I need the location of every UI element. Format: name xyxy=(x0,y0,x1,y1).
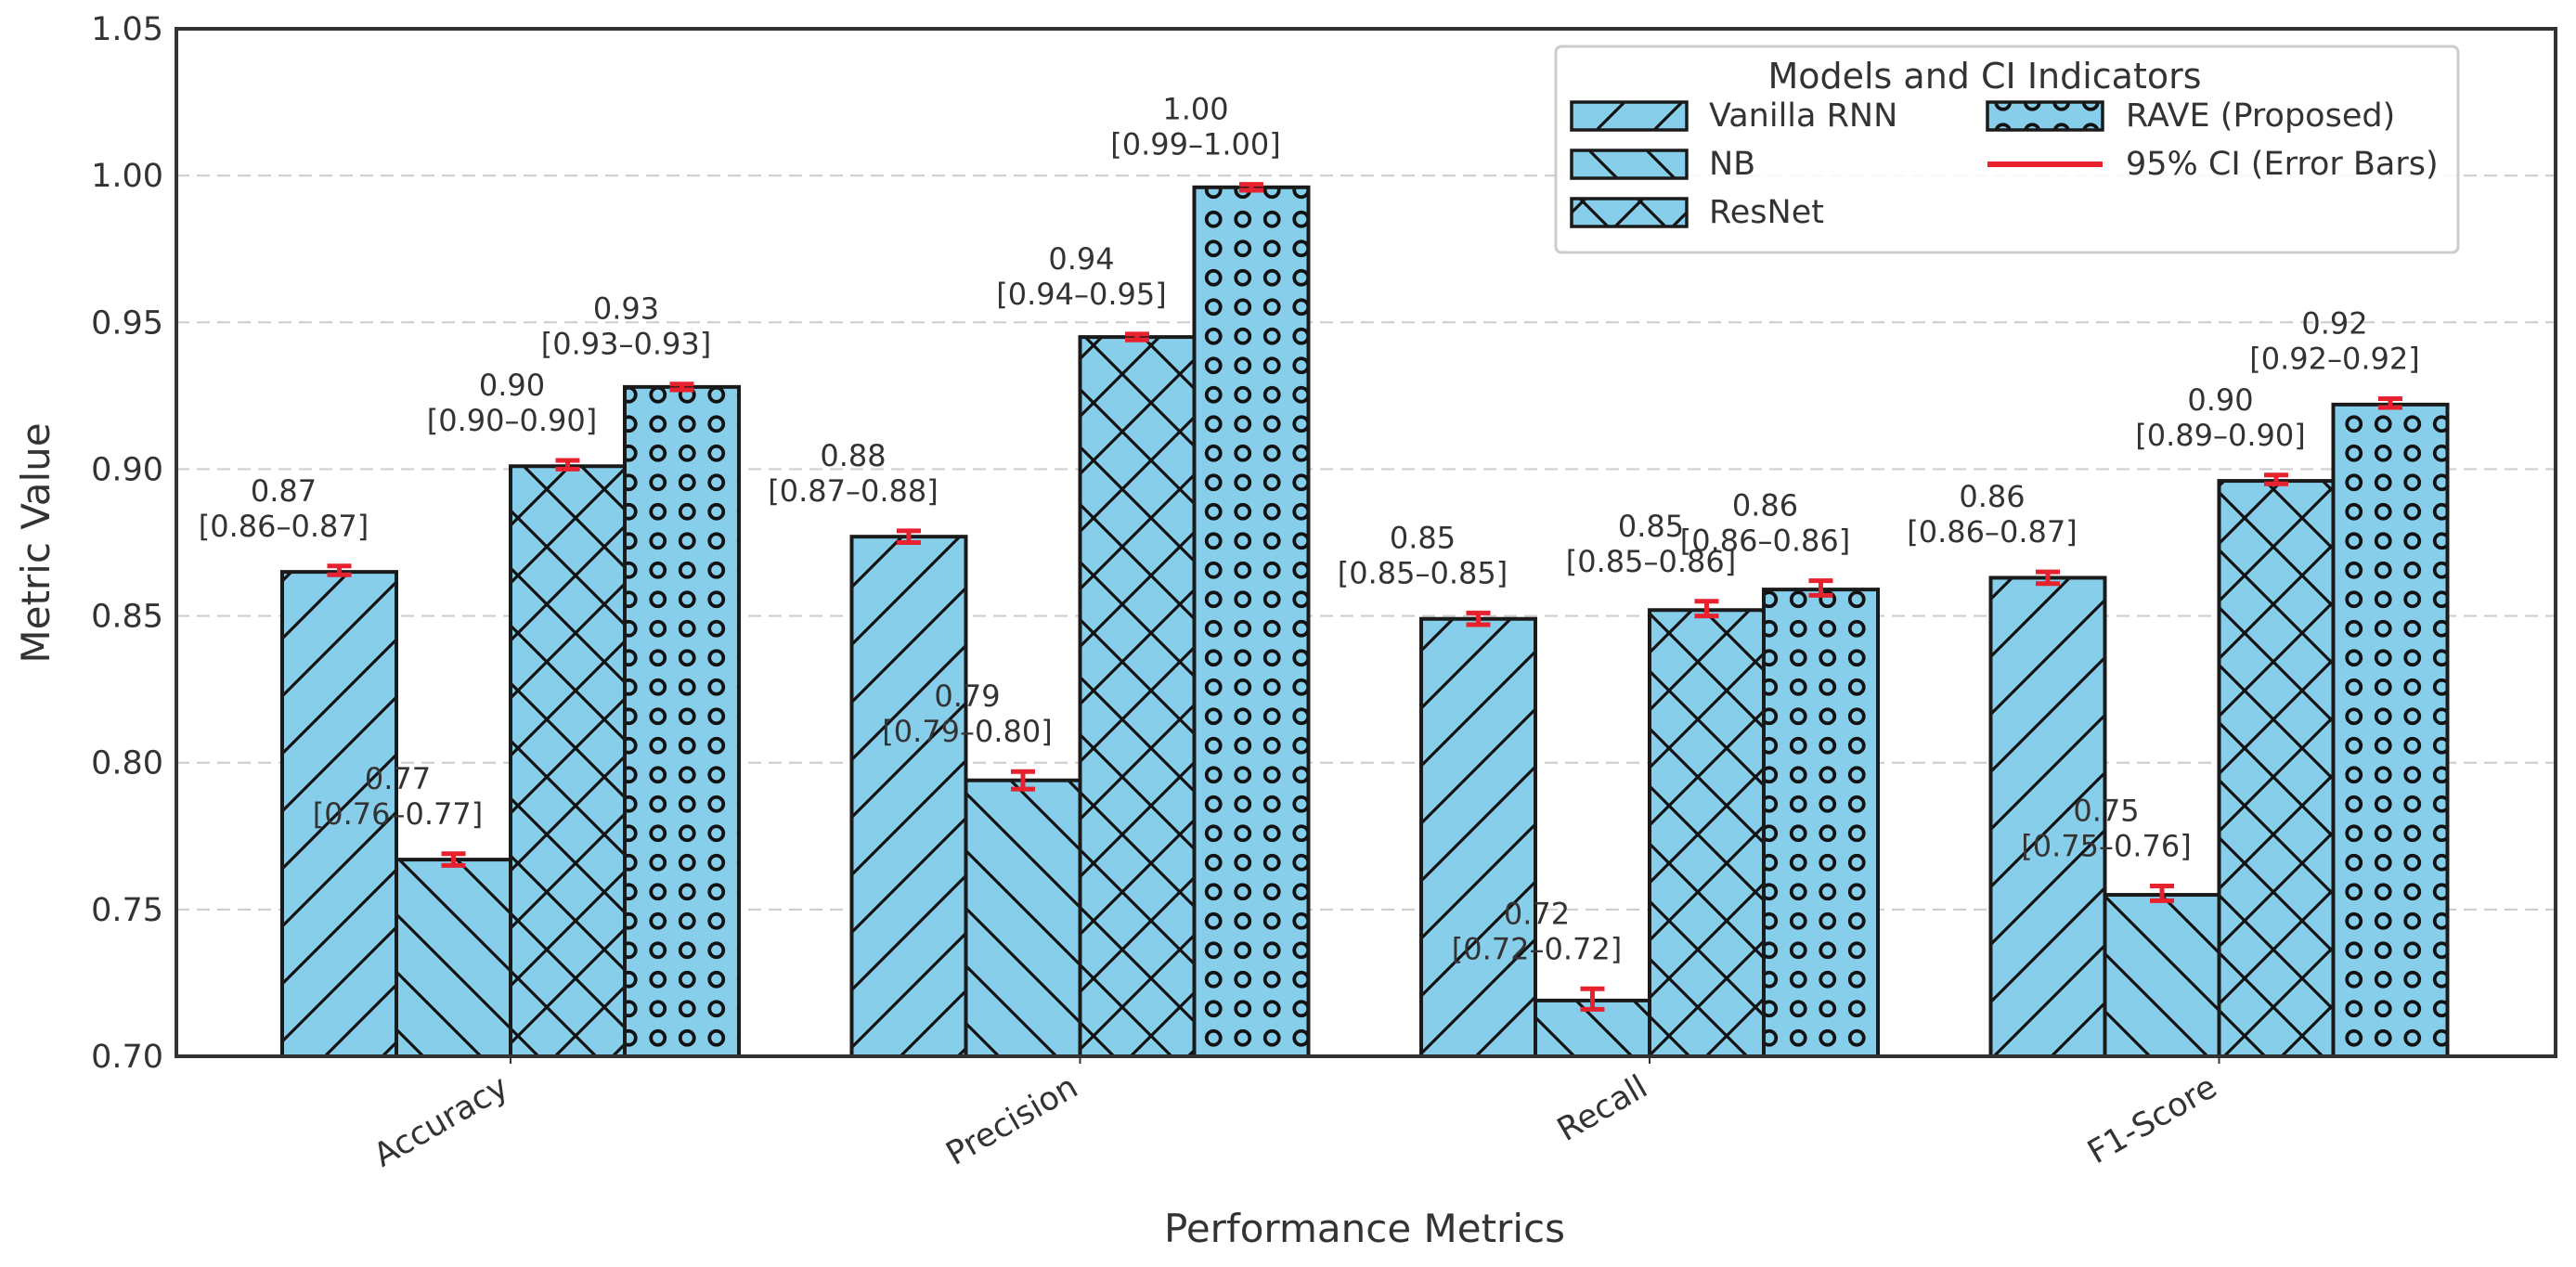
x-axis-title: Performance Metrics xyxy=(1164,1206,1565,1251)
legend-swatch xyxy=(1570,100,1689,132)
legend-label: Vanilla RNN xyxy=(1709,97,1897,135)
value-label: 0.79 xyxy=(934,679,1000,714)
value-label: 0.87 xyxy=(251,473,317,509)
error-bars-layer xyxy=(327,182,2402,1012)
ci-label: [0.99–1.00] xyxy=(1110,127,1280,162)
legend-label: 95% CI (Error Bars) xyxy=(2126,146,2439,183)
bar xyxy=(623,384,741,1058)
value-labels-layer: 0.87[0.86–0.87]0.88[0.87–0.88]0.85[0.85–… xyxy=(199,92,2420,967)
y-tick-label: 0.85 xyxy=(91,599,163,636)
bar xyxy=(509,464,627,1059)
bar xyxy=(964,778,1082,1058)
y-axis: 0.70 0.75 0.80 0.85 0.90 0.95 1.00 1.05 xyxy=(91,11,163,1076)
y-tick-label: 0.70 xyxy=(91,1039,163,1076)
x-axis: Accuracy Precision Recall F1-Score xyxy=(368,1056,2223,1175)
ci-label: [0.79–0.80] xyxy=(882,714,1052,749)
x-tick-label: Accuracy xyxy=(368,1068,514,1175)
y-tick-label: 1.05 xyxy=(91,11,163,48)
legend-swatch xyxy=(1570,197,1689,228)
ci-label: [0.85–0.86] xyxy=(1566,544,1736,579)
ci-label: [0.89–0.90] xyxy=(2135,418,2305,453)
y-tick-label: 0.90 xyxy=(91,451,163,488)
legend-swatch xyxy=(1986,100,2104,132)
bar xyxy=(1648,608,1766,1058)
y-tick-label: 0.80 xyxy=(91,745,163,782)
legend-label: RAVE (Proposed) xyxy=(2126,97,2395,135)
value-label: 0.85 xyxy=(1618,509,1684,544)
value-label: 0.85 xyxy=(1390,520,1456,555)
value-label: 0.90 xyxy=(479,368,545,403)
y-axis-title: Metric Value xyxy=(13,422,58,663)
ci-label: [0.87–0.88] xyxy=(768,473,938,509)
legend-label: ResNet xyxy=(1709,194,1824,231)
value-label: 0.88 xyxy=(820,438,886,473)
bar xyxy=(1762,588,1880,1058)
bar xyxy=(1192,185,1311,1058)
bar xyxy=(1419,616,1537,1059)
value-label: 1.00 xyxy=(1162,92,1228,127)
ci-label: [0.72–0.72] xyxy=(1452,931,1622,966)
value-label: 0.94 xyxy=(1048,241,1114,277)
legend-label: NB xyxy=(1709,146,1755,183)
value-label: 0.93 xyxy=(593,291,659,327)
value-label: 0.92 xyxy=(2301,306,2367,342)
ci-label: [0.86–0.87] xyxy=(199,509,369,544)
ci-label: [0.94–0.95] xyxy=(996,277,1166,312)
ci-label: [0.90–0.90] xyxy=(427,403,597,438)
y-tick-label: 1.00 xyxy=(91,158,163,195)
ci-label: [0.93–0.93] xyxy=(541,327,711,362)
ci-label: [0.86–0.86] xyxy=(1680,524,1850,559)
value-label: 0.86 xyxy=(1959,479,2025,514)
y-tick-label: 0.75 xyxy=(91,892,163,929)
y-tick-label: 0.95 xyxy=(91,304,163,342)
value-label: 0.75 xyxy=(2073,794,2139,829)
x-tick-label: Recall xyxy=(1551,1068,1653,1149)
x-tick-label: Precision xyxy=(940,1068,1084,1173)
value-label: 0.77 xyxy=(365,761,431,796)
legend-items: Vanilla RNN NB ResNet RAVE (Proposed) 95% CI… xyxy=(1570,97,2439,231)
value-label: 0.90 xyxy=(2187,382,2253,418)
ci-label: [0.75–0.76] xyxy=(2021,829,2191,864)
bar xyxy=(2217,479,2336,1058)
ci-label: [0.86–0.87] xyxy=(1907,514,2077,549)
legend-box xyxy=(1554,45,2460,254)
plot-area-frame xyxy=(175,27,2557,1058)
x-tick-label: F1-Score xyxy=(2081,1068,2223,1171)
bar xyxy=(2103,893,2221,1058)
bar xyxy=(1078,335,1197,1059)
bar xyxy=(2331,402,2450,1058)
value-label: 0.72 xyxy=(1504,896,1570,931)
bar xyxy=(395,858,512,1058)
bar xyxy=(849,535,968,1058)
ci-label: [0.85–0.85] xyxy=(1338,555,1508,590)
ci-label: [0.76–0.77] xyxy=(313,796,483,832)
legend-title: Models and CI Indicators xyxy=(1767,56,2201,97)
legend: Models and CI Indicators Vanilla RNN NB Re… xyxy=(1554,45,2460,254)
legend-swatch xyxy=(1570,149,1689,180)
ci-label: [0.92–0.92] xyxy=(2249,342,2419,377)
value-label: 0.86 xyxy=(1732,488,1798,524)
